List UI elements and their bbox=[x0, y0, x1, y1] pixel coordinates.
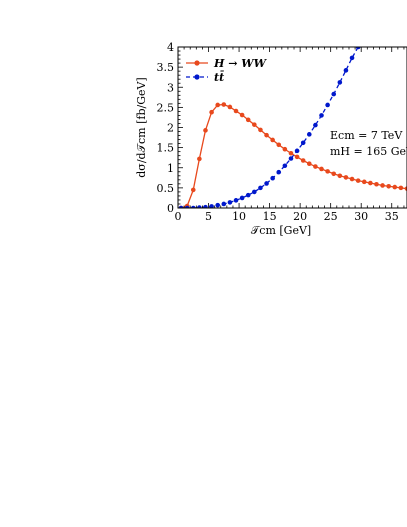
legend: H → WW tt̄ bbox=[186, 57, 268, 84]
data-point-series-1 bbox=[349, 55, 355, 61]
data-point-series-1 bbox=[197, 205, 202, 208]
x-tick-label: 35 bbox=[385, 210, 399, 223]
data-point-series-1 bbox=[313, 122, 318, 128]
data-point-series-1 bbox=[233, 198, 239, 203]
data-point-series-1 bbox=[258, 185, 263, 191]
y-tick-label: 1.5 bbox=[157, 142, 175, 155]
legend-marker-ttbar bbox=[194, 74, 200, 80]
y-tick-label: 3.5 bbox=[157, 61, 175, 74]
y-axis-label: dσ/d𝒯cm [fb/GeV] bbox=[135, 77, 148, 177]
series-line-1 bbox=[181, 47, 359, 208]
x-tick-label: 30 bbox=[354, 210, 368, 223]
data-point-series-1 bbox=[276, 169, 282, 175]
data-point-series-0 bbox=[319, 166, 324, 172]
x-tick-label: 0 bbox=[175, 210, 182, 223]
data-point-series-0 bbox=[227, 104, 233, 110]
data-point-series-1 bbox=[319, 113, 324, 118]
y-tick-label: 0.5 bbox=[157, 182, 175, 195]
data-point-series-0 bbox=[252, 122, 257, 127]
data-point-series-0 bbox=[380, 183, 385, 188]
data-point-series-0 bbox=[398, 185, 404, 191]
y-tick-label: 3 bbox=[167, 81, 174, 94]
data-point-series-0 bbox=[355, 178, 361, 183]
x-tick-label: 5 bbox=[205, 210, 212, 223]
x-tick-label: 15 bbox=[263, 210, 277, 223]
data-point-series-0 bbox=[349, 176, 355, 182]
data-point-series-0 bbox=[368, 180, 373, 186]
data-point-series-1 bbox=[270, 175, 275, 181]
data-point-series-1 bbox=[300, 140, 306, 146]
data-point-series-0 bbox=[361, 179, 367, 185]
data-point-series-1 bbox=[227, 200, 233, 205]
x-axis-label: 𝒯cm [GeV] bbox=[251, 224, 311, 237]
x-tick-label: 25 bbox=[324, 210, 338, 223]
data-point-series-1 bbox=[221, 201, 227, 207]
data-point-series-1 bbox=[331, 91, 337, 97]
legend-label-h-ww: H → WW bbox=[213, 57, 268, 70]
data-point-series-1 bbox=[178, 205, 184, 208]
data-point-series-1 bbox=[306, 132, 312, 137]
data-point-series-1 bbox=[288, 156, 294, 161]
data-point-series-1 bbox=[209, 204, 214, 208]
data-point-series-1 bbox=[215, 202, 220, 208]
data-point-series-0 bbox=[197, 156, 202, 162]
data-point-series-0 bbox=[221, 102, 227, 107]
data-point-series-0 bbox=[325, 169, 330, 174]
data-point-series-0 bbox=[404, 186, 407, 191]
data-point-series-1 bbox=[239, 195, 245, 201]
data-point-series-0 bbox=[392, 184, 398, 190]
y-tick-label: 2 bbox=[167, 122, 174, 135]
data-point-series-1 bbox=[184, 205, 190, 208]
data-point-series-0 bbox=[270, 137, 275, 143]
data-point-series-0 bbox=[282, 146, 288, 152]
data-point-series-1 bbox=[252, 189, 257, 195]
data-point-series-0 bbox=[331, 171, 337, 177]
y-tick-label: 4 bbox=[167, 41, 174, 54]
data-point-series-0 bbox=[386, 183, 391, 189]
x-tick-label: 10 bbox=[232, 210, 246, 223]
data-point-series-0 bbox=[294, 154, 300, 160]
data-point-series-1 bbox=[245, 192, 251, 198]
data-point-series-0 bbox=[209, 109, 214, 115]
data-point-series-0 bbox=[190, 187, 196, 193]
data-point-series-0 bbox=[300, 158, 306, 163]
data-point-series-0 bbox=[239, 112, 245, 118]
data-point-series-1 bbox=[325, 102, 330, 108]
legend-marker-h-ww bbox=[194, 60, 200, 66]
data-point-series-1 bbox=[264, 181, 269, 186]
data-point-series-1 bbox=[282, 163, 288, 169]
data-point-series-0 bbox=[258, 127, 263, 133]
data-point-series-1 bbox=[355, 47, 361, 50]
data-point-series-0 bbox=[233, 108, 239, 114]
data-point-series-1 bbox=[343, 68, 349, 73]
data-point-series-0 bbox=[374, 181, 379, 187]
data-point-series-0 bbox=[343, 175, 349, 180]
data-point-series-1 bbox=[337, 80, 343, 85]
data-point-series-0 bbox=[203, 128, 208, 133]
data-point-series-0 bbox=[276, 142, 282, 148]
legend-label-ttbar: tt̄ bbox=[214, 70, 224, 84]
y-tick-label: 0 bbox=[167, 202, 174, 215]
data-point-series-1 bbox=[203, 204, 208, 208]
data-point-series-0 bbox=[245, 117, 251, 123]
data-point-series-1 bbox=[294, 148, 300, 154]
data-point-series-0 bbox=[215, 102, 220, 108]
annotation-ecm: Ecm = 7 TeV bbox=[330, 129, 403, 142]
data-point-series-0 bbox=[288, 150, 294, 156]
y-tick-label: 1 bbox=[167, 162, 174, 175]
data-point-series-0 bbox=[337, 173, 343, 179]
data-point-series-1 bbox=[190, 205, 196, 208]
x-tick-label: 20 bbox=[293, 210, 307, 223]
data-point-series-0 bbox=[313, 164, 318, 169]
y-tick-label: 2.5 bbox=[157, 101, 175, 114]
data-point-series-0 bbox=[306, 161, 312, 167]
data-point-series-0 bbox=[264, 132, 269, 138]
annotation-mh: mH = 165 GeV bbox=[330, 145, 407, 158]
